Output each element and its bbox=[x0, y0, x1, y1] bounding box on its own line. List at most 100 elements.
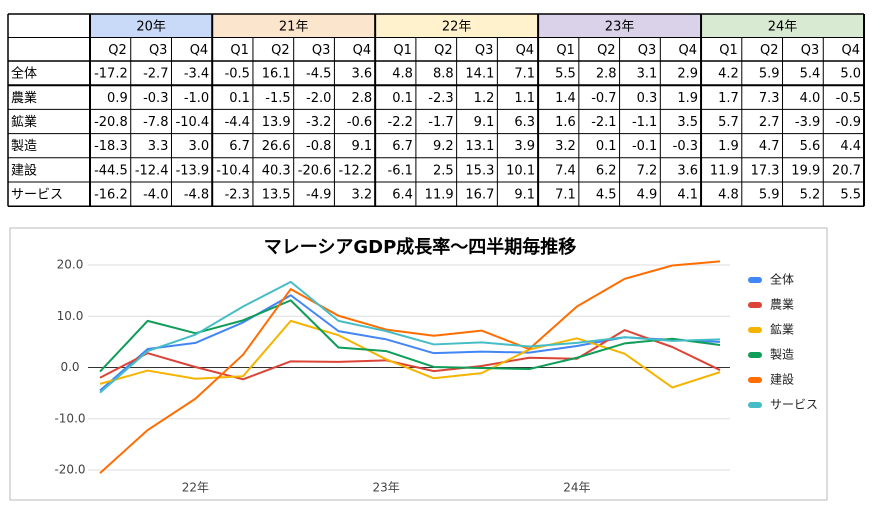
year-header: 23年 bbox=[605, 19, 635, 34]
quarter-header: Q1 bbox=[393, 43, 412, 58]
table-cell: -6.1 bbox=[388, 163, 413, 178]
quarter-header: Q3 bbox=[638, 43, 657, 58]
table-cell: 10.1 bbox=[506, 163, 535, 178]
table-cell: 5.9 bbox=[759, 188, 780, 203]
table-cell: -2.3 bbox=[428, 91, 453, 106]
table-cell: 3.5 bbox=[677, 115, 698, 130]
table-cell: 7.4 bbox=[555, 163, 576, 178]
table-cell: 7.3 bbox=[759, 91, 780, 106]
table-cell: 8.8 bbox=[433, 67, 454, 82]
quarter-header: Q4 bbox=[516, 43, 535, 58]
quarter-header: Q3 bbox=[475, 43, 494, 58]
table-cell: -0.6 bbox=[347, 115, 372, 130]
table-cell: -2.2 bbox=[388, 115, 413, 130]
quarter-header: Q1 bbox=[230, 43, 249, 58]
table-cell: 3.2 bbox=[555, 139, 576, 154]
series-line bbox=[99, 260, 721, 474]
quarter-header: Q1 bbox=[556, 43, 575, 58]
table-cell: 3.3 bbox=[148, 139, 169, 154]
table-cell: -0.8 bbox=[306, 139, 331, 154]
year-header: 21年 bbox=[279, 19, 309, 34]
quarter-header: Q2 bbox=[597, 43, 616, 58]
table-cell: 3.9 bbox=[514, 139, 535, 154]
quarter-header: Q2 bbox=[108, 43, 127, 58]
quarter-header: Q3 bbox=[149, 43, 168, 58]
quarter-header: Q4 bbox=[679, 43, 698, 58]
table-cell: -4.9 bbox=[306, 188, 331, 203]
table-cell: -13.9 bbox=[176, 163, 210, 178]
table-cell: 5.0 bbox=[840, 67, 861, 82]
table-cell: 4.8 bbox=[718, 188, 739, 203]
table-cell: -1.5 bbox=[265, 91, 290, 106]
y-tick-label: 20.0 bbox=[57, 258, 84, 272]
table-cell: 1.9 bbox=[677, 91, 698, 106]
table-cell: 2.9 bbox=[677, 67, 698, 82]
legend-swatch bbox=[748, 302, 762, 308]
legend-label: 鉱業 bbox=[770, 322, 794, 337]
table-cell: -20.8 bbox=[94, 115, 128, 130]
table-cell: 14.1 bbox=[465, 67, 494, 82]
table-cell: 1.4 bbox=[555, 91, 576, 106]
table-cell: 7.1 bbox=[555, 188, 576, 203]
table-cell: 0.9 bbox=[107, 91, 128, 106]
y-tick-label: -10.0 bbox=[54, 411, 85, 425]
table-cell: 15.3 bbox=[465, 163, 494, 178]
table-cell: -2.3 bbox=[225, 188, 250, 203]
table-cell: 0.3 bbox=[637, 91, 658, 106]
table-cell: 4.9 bbox=[637, 188, 658, 203]
table-cell: 9.1 bbox=[514, 188, 535, 203]
table-cell: 6.2 bbox=[596, 163, 617, 178]
table-cell: 4.7 bbox=[759, 139, 780, 154]
table-cell: -16.2 bbox=[94, 188, 128, 203]
table-cell: -2.7 bbox=[143, 67, 168, 82]
y-tick-label: 0.0 bbox=[60, 360, 79, 374]
table-cell: 20.7 bbox=[832, 163, 861, 178]
table-cell: -1.0 bbox=[184, 91, 209, 106]
table-cell: -3.4 bbox=[184, 67, 209, 82]
table-cell: -2.1 bbox=[591, 115, 616, 130]
table-cell: 0.1 bbox=[229, 91, 250, 106]
quarter-header: Q1 bbox=[719, 43, 738, 58]
table-cell: 4.2 bbox=[718, 67, 739, 82]
table-cell: -3.9 bbox=[795, 115, 820, 130]
legend-label: サービス bbox=[770, 398, 818, 412]
table-cell: 5.5 bbox=[555, 67, 576, 82]
table-cell: -1.7 bbox=[428, 115, 453, 130]
year-header: 22年 bbox=[442, 19, 472, 34]
table-cell: 3.6 bbox=[677, 163, 698, 178]
legend-label: 全体 bbox=[770, 272, 794, 287]
table-cell: -0.7 bbox=[591, 91, 616, 106]
table-cell: 7.2 bbox=[637, 163, 658, 178]
table-cell: 5.6 bbox=[800, 139, 821, 154]
year-header-cell bbox=[375, 14, 539, 38]
legend-swatch bbox=[748, 402, 762, 408]
table-cell: 11.9 bbox=[710, 163, 739, 178]
table-cell: 6.7 bbox=[229, 139, 250, 154]
quarter-header: Q2 bbox=[434, 43, 453, 58]
table-cell: 40.3 bbox=[262, 163, 291, 178]
table-cell: -20.6 bbox=[298, 163, 332, 178]
table-cell: -0.1 bbox=[632, 139, 657, 154]
table-cell: 9.1 bbox=[351, 139, 372, 154]
table-cell: 1.6 bbox=[555, 115, 576, 130]
table-cell: -4.0 bbox=[143, 188, 168, 203]
table-cell: 16.7 bbox=[465, 188, 494, 203]
table-cell: 5.5 bbox=[840, 188, 861, 203]
table-cell: -12.4 bbox=[135, 163, 169, 178]
table-cell: 5.2 bbox=[800, 188, 821, 203]
table-cell: 13.5 bbox=[262, 188, 291, 203]
table-cell: -0.3 bbox=[143, 91, 168, 106]
table-cell: 2.7 bbox=[759, 115, 780, 130]
quarter-header: Q3 bbox=[312, 43, 331, 58]
series-line bbox=[99, 329, 721, 381]
x-tick-label: 22年 bbox=[182, 481, 209, 495]
table-cell: 3.2 bbox=[351, 188, 372, 203]
table-cell: -12.2 bbox=[339, 163, 373, 178]
row-label: 農業 bbox=[11, 90, 37, 106]
table-cell: -10.4 bbox=[176, 115, 210, 130]
table-cell: 2.5 bbox=[433, 163, 454, 178]
table-cell: 3.0 bbox=[189, 139, 210, 154]
table-cell: -18.3 bbox=[94, 139, 128, 154]
